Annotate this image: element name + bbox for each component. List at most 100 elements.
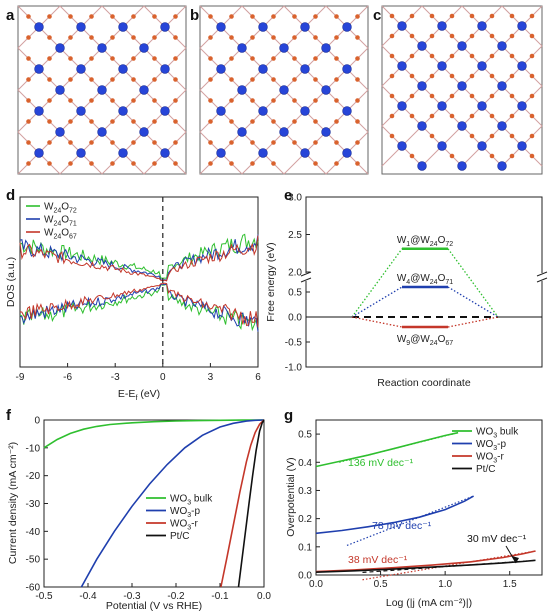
oxygen-atom [89, 56, 94, 61]
polarization-legend-label-part: 3 [187, 500, 191, 507]
oxygen-atom [271, 98, 276, 103]
dos-legend-label: W24O72 [44, 202, 77, 215]
axis-break-mark [536, 271, 548, 277]
tungsten-atom [279, 85, 289, 95]
tungsten-atom [321, 43, 331, 53]
tafel-legend-label: WO3 bulk [476, 427, 519, 440]
tungsten-atom [160, 64, 170, 74]
dos-legend-label-part: 24 [53, 208, 61, 215]
oxygen-atom [250, 14, 255, 19]
oxygen-atom [489, 13, 495, 19]
oxygen-atom [26, 161, 31, 166]
tungsten-atom [300, 64, 310, 74]
oxygen-atom [469, 113, 475, 119]
w-o-bond [283, 152, 306, 175]
dos-x-ticks: -9 -6 -3 0 3 6 [16, 363, 261, 383]
tungsten-atom [457, 161, 467, 171]
oxygen-atom [173, 14, 178, 19]
oxygen-atom [110, 35, 115, 40]
oxygen-atom [68, 35, 73, 40]
dos-x-tick-label: -3 [111, 372, 120, 383]
tungsten-atom [497, 161, 507, 171]
oxygen-atom [229, 161, 234, 166]
oxygen-atom [449, 33, 455, 39]
oxygen-atom [208, 56, 213, 61]
free-energy-x-label: Reaction coordinate [377, 377, 471, 389]
oxygen-atom [68, 98, 73, 103]
tafel-x-tick-label: 1.5 [503, 579, 517, 590]
oxygen-atom [250, 56, 255, 61]
oxygen-atom [449, 73, 455, 79]
tungsten-atom [517, 101, 527, 111]
panel-label-e: e [284, 187, 292, 204]
oxygen-atom [449, 113, 455, 119]
oxygen-atom [229, 119, 234, 124]
tafel-y-tick-label: 0.4 [298, 458, 312, 469]
oxygen-atom [355, 56, 360, 61]
tungsten-atom [258, 22, 268, 32]
oxygen-atom [292, 119, 297, 124]
oxygen-atom [271, 56, 276, 61]
oxygen-atom [334, 140, 339, 145]
oxygen-atom [131, 119, 136, 124]
tafel-legend-label: WO3-r [476, 452, 504, 465]
oxygen-atom [110, 119, 115, 124]
tafel-plot-frame [315, 419, 543, 576]
oxygen-atom [449, 13, 455, 19]
polarization-legend-label: WO3-r [170, 519, 198, 532]
tungsten-atom [76, 106, 86, 116]
oxygen-atom [334, 98, 339, 103]
dos-legend-label-part: O [61, 228, 69, 239]
oxygen-atom [271, 161, 276, 166]
connector-dotted [351, 286, 403, 318]
oxygen-atom [173, 98, 178, 103]
oxygen-atom [489, 153, 495, 159]
tungsten-atom [139, 43, 149, 53]
tungsten-atom [160, 106, 170, 116]
oxygen-atom [47, 140, 52, 145]
tungsten-atom [497, 121, 507, 131]
oxygen-atom [409, 153, 415, 159]
oxygen-atom [449, 53, 455, 59]
oxygen-atom [529, 93, 535, 99]
oxygen-atom [110, 77, 115, 82]
oxygen-atom [449, 153, 455, 159]
panel-label-g: g [284, 407, 293, 424]
oxygen-atom [68, 140, 73, 145]
oxygen-atom [208, 77, 213, 82]
oxygen-atom [509, 13, 515, 19]
panel-label-b: b [190, 7, 199, 24]
polarization-x-tick-label: -0.1 [211, 591, 229, 602]
oxygen-atom [131, 98, 136, 103]
polarization-y-tick-label: -50 [26, 555, 41, 566]
dos-curve-down [19, 283, 259, 332]
polarization-y-tick-label: -20 [26, 471, 41, 482]
tungsten-atom [76, 64, 86, 74]
tungsten-atom [55, 43, 65, 53]
tafel-slope-annotation: 38 mV dec⁻¹ [348, 554, 408, 566]
oxygen-atom [208, 14, 213, 19]
dos-legend-label-part: O [61, 202, 69, 213]
tungsten-atom [497, 81, 507, 91]
tafel-legend-label-part: -r [497, 452, 504, 463]
dos-curve-down [19, 282, 259, 328]
tungsten-atom [216, 148, 226, 158]
oxygen-atom [529, 113, 535, 119]
dos-legend-label-part: 24 [53, 221, 61, 228]
oxygen-atom [429, 53, 435, 59]
polarization-legend-label-part: WO [170, 494, 187, 505]
polarization-content: -0.5 -0.4 -0.3 -0.2 -0.1 0.0 0 -10 -20 -30 -40 -50 -… [26, 416, 272, 603]
tungsten-atom [279, 43, 289, 53]
oxygen-atom [208, 98, 213, 103]
oxygen-atom [489, 133, 495, 139]
tafel-curve [315, 495, 474, 535]
adsorption-state-label: W1@W24O72 [397, 235, 453, 248]
free-energy-y-tick-label: 0.5 [288, 288, 302, 299]
oxygen-atom [250, 161, 255, 166]
oxygen-atom [313, 77, 318, 82]
tungsten-atom [457, 121, 467, 131]
oxygen-atom [292, 98, 297, 103]
oxygen-atom [313, 98, 318, 103]
tafel-legend-label-part: 3 [493, 433, 497, 440]
